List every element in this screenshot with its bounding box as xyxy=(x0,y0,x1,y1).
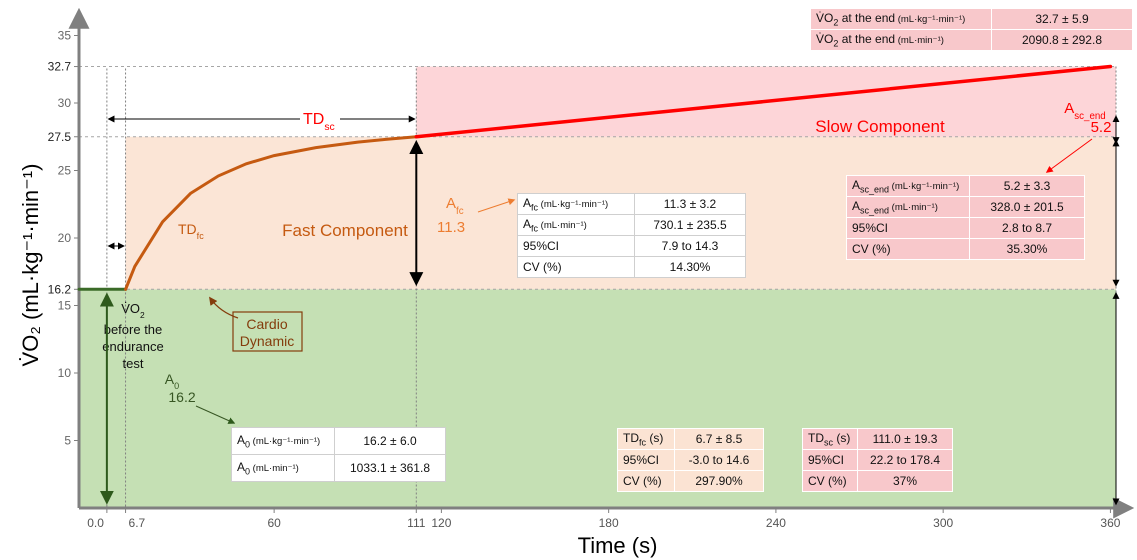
a0-table: A0 (mL·kg⁻¹·min⁻¹) 16.2 ± 6.0 A0 (mL·min⁻… xyxy=(231,427,446,482)
a0-pointer xyxy=(195,405,236,424)
cardio-dynamic-box xyxy=(232,311,303,352)
asc-end-value: 5.2 xyxy=(1091,119,1112,136)
series-line xyxy=(124,135,418,291)
x-tick-label: 180 xyxy=(599,516,619,530)
table-row: Afc (mL·kg⁻¹·min⁻¹) 11.3 ± 3.2 xyxy=(517,193,746,215)
y-tick-label: 35 xyxy=(58,29,72,43)
a0-label: A0 xyxy=(165,371,179,391)
table-row: Asc_end (mL·kg⁻¹·min⁻¹) 5.2 ± 3.3 xyxy=(846,175,1085,197)
table-row: CV (%) 35.30% xyxy=(846,238,1085,260)
x-tick-label: 60 xyxy=(267,516,281,530)
afc-label: Afc xyxy=(446,195,464,217)
tdfc-table: TDfc (s) 6.7 ± 8.5 95%CI -3.0 to 14.6 CV (… xyxy=(617,428,764,492)
x-tick-label: 0.0 xyxy=(87,516,104,530)
table-row: A0 (mL·kg⁻¹·min⁻¹) 16.2 ± 6.0 xyxy=(231,427,446,455)
y-tick-label: 20 xyxy=(58,231,72,245)
table-row: A0 (mL·min⁻¹) 1033.1 ± 361.8 xyxy=(231,454,446,482)
table-row: 95%CI 2.8 to 8.7 xyxy=(846,217,1085,239)
end-values-table: V̇O2 at the end (mL·kg⁻¹·min⁻¹) 32.7 ± 5… xyxy=(810,8,1133,51)
table-row: V̇O2 at the end (mL·min⁻¹) 2090.8 ± 292.… xyxy=(810,29,1133,51)
td-sc-label-bg xyxy=(300,108,340,130)
y-tick-label: 32.7 xyxy=(48,60,72,74)
asc-end-table: Asc_end (mL·kg⁻¹·min⁻¹) 5.2 ± 3.3 Asc_end… xyxy=(846,175,1085,260)
x-tick-label: 111 xyxy=(407,516,426,530)
table-row: 95%CI -3.0 to 14.6 xyxy=(617,449,764,471)
table-row: CV (%) 14.30% xyxy=(517,256,746,278)
cardio-dynamic-label: Cardio xyxy=(246,316,287,332)
y-tick-label: 10 xyxy=(58,366,72,380)
vo2-before-label: test xyxy=(123,356,144,371)
table-row: 95%CI 22.2 to 178.4 xyxy=(802,449,953,471)
a0-value: 16.2 xyxy=(168,389,195,405)
afc-value: 11.3 xyxy=(437,219,465,236)
afc-pointer xyxy=(477,198,516,213)
td-sc-label: TDsc xyxy=(303,111,335,133)
asc-end-pointer xyxy=(1045,138,1093,173)
table-row: Afc (mL·min⁻¹) 730.1 ± 235.5 xyxy=(517,214,746,236)
asc-end-label: Asc_end xyxy=(1064,100,1105,122)
fast-component-label: Fast Component xyxy=(282,221,408,240)
x-tick-label: 120 xyxy=(431,516,451,530)
td-fc-label: TDfc xyxy=(178,221,204,241)
vo2-before-label: endurance xyxy=(102,339,163,354)
table-row: TDfc (s) 6.7 ± 8.5 xyxy=(617,428,764,450)
table-row: CV (%) 37% xyxy=(802,470,953,492)
tdsc-table: TDsc (s) 111.0 ± 19.3 95%CI 22.2 to 178.4 … xyxy=(802,428,953,492)
x-axis-title: Time (s) xyxy=(578,533,658,558)
cardio-dynamic-label: Dynamic xyxy=(240,333,294,349)
slow-component-label: Slow Component xyxy=(815,117,945,136)
table-row: CV (%) 297.90% xyxy=(617,470,764,492)
x-tick-label: 240 xyxy=(766,516,786,530)
y-tick-label: 27.5 xyxy=(48,130,72,144)
y-tick-label: 15 xyxy=(58,299,72,313)
x-tick-label: 6.7 xyxy=(129,516,146,530)
afc-table: Afc (mL·kg⁻¹·min⁻¹) 11.3 ± 3.2 Afc (mL·mi… xyxy=(517,193,746,278)
y-tick-label: 5 xyxy=(64,434,71,448)
y-axis-title: V̇O₂ (mL·kg⁻¹·min⁻¹) xyxy=(18,164,43,367)
table-row: Asc_end (mL·min⁻¹) 328.0 ± 201.5 xyxy=(846,196,1085,218)
y-tick-label: 25 xyxy=(58,164,72,178)
cardio-pointer xyxy=(209,296,239,319)
table-row: TDsc (s) 111.0 ± 19.3 xyxy=(802,428,953,450)
x-tick-label: 300 xyxy=(933,516,953,530)
vo2-before-label: before the xyxy=(104,322,163,337)
vo2-before-label: V̇O2 xyxy=(121,301,145,320)
y-tick-label: 30 xyxy=(58,96,72,110)
y-tick-label: 16.2 xyxy=(48,282,72,296)
table-row: V̇O2 at the end (mL·kg⁻¹·min⁻¹) 32.7 ± 5… xyxy=(810,8,1133,30)
table-row: 95%CI 7.9 to 14.3 xyxy=(517,235,746,257)
x-tick-label: 360 xyxy=(1100,516,1120,530)
series-line xyxy=(414,64,1113,139)
